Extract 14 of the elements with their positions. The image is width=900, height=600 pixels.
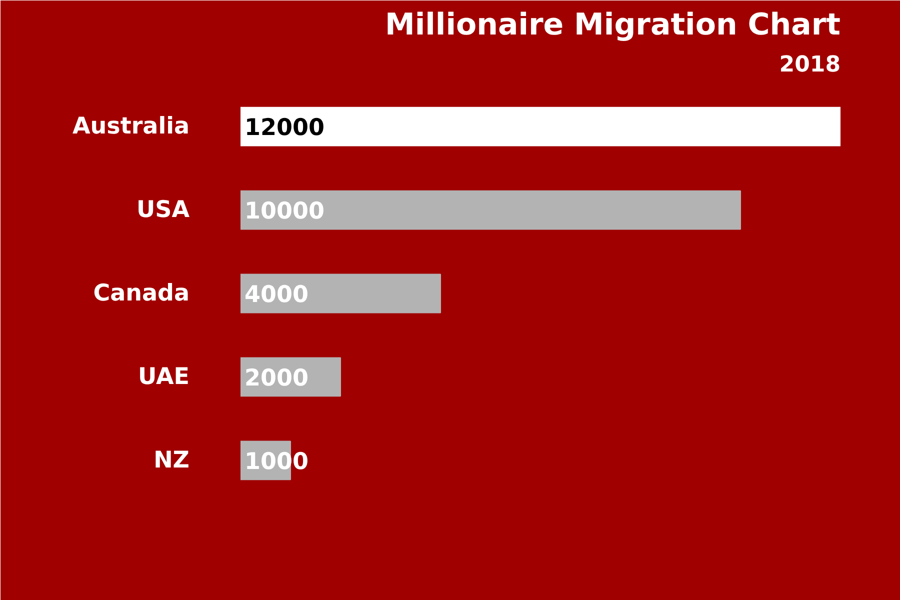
chart-subtitle: 2018 [779,52,841,78]
data-label: 2000 [244,365,309,392]
bar [240,190,741,230]
bar [240,106,840,146]
y-tick-label: Canada [93,280,190,306]
bar [240,274,441,314]
data-label: 10000 [244,198,325,225]
y-tick-label: Australia [72,114,190,140]
data-label: 4000 [244,282,309,308]
y-tick-label: NZ [154,447,190,474]
chart-title: Millionaire Migration Chart [384,8,841,42]
y-tick-label: UAE [138,364,190,390]
y-tick-label: USA [136,197,190,224]
data-label: 12000 [244,115,325,142]
